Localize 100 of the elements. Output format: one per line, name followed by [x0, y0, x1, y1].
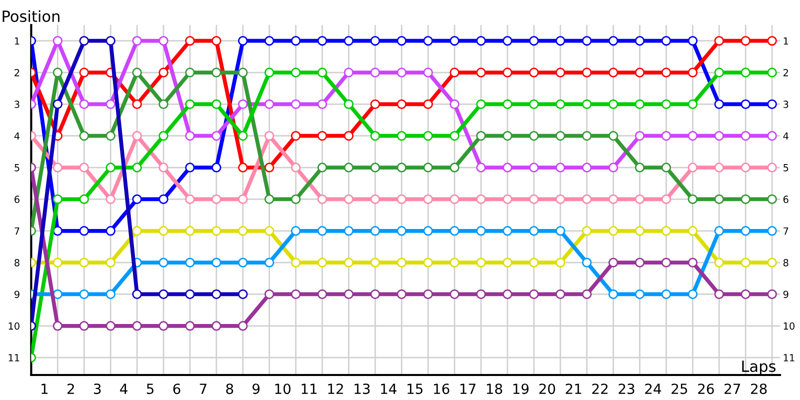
point [529, 131, 539, 141]
x-tick-label: 9 [252, 384, 260, 394]
point [317, 226, 328, 236]
point [317, 36, 328, 46]
point [767, 289, 777, 300]
point [396, 36, 406, 46]
point [529, 99, 539, 110]
point [185, 321, 195, 331]
point [556, 99, 566, 110]
point [185, 162, 195, 172]
x-tick-label: 4 [120, 384, 128, 394]
point [608, 289, 618, 300]
point [556, 258, 566, 268]
point [290, 99, 301, 110]
point [582, 289, 592, 300]
point [688, 36, 698, 46]
point [423, 289, 433, 300]
point [661, 99, 672, 110]
y-tick-label: 6 [14, 196, 20, 204]
y-tick-label: 2 [14, 68, 20, 76]
point [158, 68, 168, 78]
point [158, 131, 168, 141]
point [582, 68, 592, 78]
point [238, 289, 248, 300]
point [582, 99, 592, 110]
point [423, 226, 433, 236]
point [158, 289, 168, 300]
point [264, 131, 274, 141]
point [661, 36, 672, 46]
point [290, 226, 301, 236]
point [714, 131, 724, 141]
point [423, 258, 433, 268]
x-tick-label: 7 [200, 384, 206, 394]
point [290, 68, 301, 78]
point [608, 226, 618, 236]
point [714, 99, 724, 110]
x-tick-label: 1 [42, 384, 48, 394]
point [450, 162, 460, 172]
x-tick-label: 16 [434, 384, 450, 394]
point [688, 226, 698, 236]
point [582, 131, 592, 141]
point [79, 194, 89, 204]
point [714, 68, 724, 78]
point [608, 131, 618, 141]
point [767, 162, 777, 172]
y2-tick-label: 4 [783, 132, 788, 140]
point [688, 131, 698, 141]
point [238, 194, 248, 204]
point [502, 289, 512, 300]
point [370, 162, 380, 172]
y2-tick-label: 5 [784, 164, 788, 172]
x-tick-label: 15 [408, 384, 422, 394]
point [370, 36, 380, 46]
point [661, 194, 672, 204]
point [476, 289, 486, 300]
point [132, 99, 142, 110]
point [370, 131, 380, 141]
point [714, 194, 724, 204]
point [344, 131, 354, 141]
point [740, 289, 750, 300]
y-tick-label: 8 [14, 259, 20, 266]
point [52, 321, 63, 331]
point [317, 131, 328, 141]
point [423, 99, 433, 110]
x-tick-label: 11 [302, 384, 317, 394]
point [106, 321, 116, 331]
point [106, 194, 116, 204]
point [212, 194, 222, 204]
point [450, 226, 460, 236]
x-tick-label: 21 [566, 384, 582, 394]
x-tick-label: 24 [645, 384, 662, 394]
point [688, 68, 698, 78]
point [185, 36, 195, 46]
point [529, 258, 539, 268]
point [661, 226, 672, 236]
point [714, 289, 724, 300]
point [79, 68, 89, 78]
point [634, 162, 645, 172]
point [185, 226, 195, 236]
point [634, 226, 645, 236]
point [344, 162, 354, 172]
point [52, 99, 63, 110]
point [661, 162, 672, 172]
point [370, 226, 380, 236]
y-tick-label: 4 [14, 132, 20, 140]
point [582, 36, 592, 46]
point [132, 131, 142, 141]
y-tick-label: 7 [14, 227, 20, 235]
point [661, 131, 672, 141]
point [608, 68, 618, 78]
point [476, 194, 486, 204]
point [396, 162, 406, 172]
point [106, 131, 116, 141]
point [370, 258, 380, 268]
point [688, 194, 698, 204]
point [317, 68, 328, 78]
point [396, 131, 406, 141]
point [582, 162, 592, 172]
x-tick-label: 10 [275, 384, 290, 394]
point [767, 226, 777, 236]
